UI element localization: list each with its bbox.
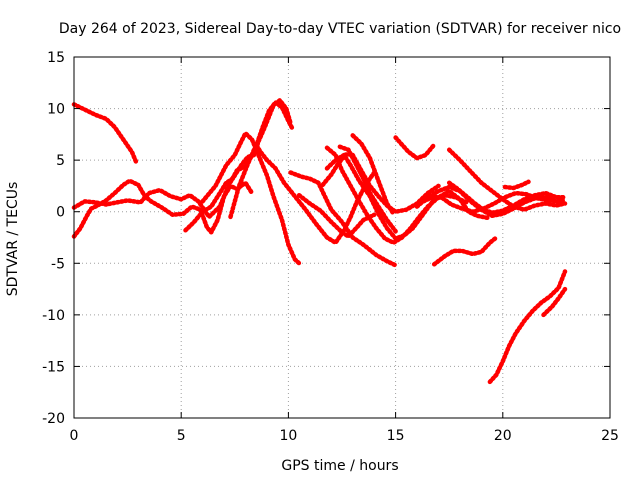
x-tick-label: 0	[70, 428, 79, 444]
x-tick-label: 10	[279, 428, 297, 444]
series-layer	[71, 98, 568, 385]
y-tick-label: -5	[51, 256, 65, 272]
data-series-track-19	[502, 179, 531, 191]
data-series-track-11	[324, 145, 491, 245]
data-series-track-4	[183, 98, 293, 233]
data-series-track-12	[350, 133, 396, 217]
data-series-track-17	[446, 180, 568, 215]
data-series-track-8	[296, 192, 377, 239]
x-tick-label: 25	[601, 428, 619, 444]
y-tick-label: -20	[42, 411, 65, 427]
data-series-track-16	[421, 190, 568, 214]
data-series-track-18	[446, 147, 568, 212]
y-tick-label: 0	[56, 205, 65, 221]
y-axis-label: SDTVAR / TECUs	[5, 182, 21, 297]
data-series-track-13	[337, 144, 398, 234]
y-tick-label: -15	[42, 359, 65, 375]
data-series-track-21	[487, 269, 568, 385]
data-series-track-6	[228, 142, 377, 245]
data-series-track-7	[288, 170, 398, 268]
x-tick-label: 5	[177, 428, 186, 444]
data-series-track-1	[71, 102, 139, 165]
x-tick-label: 20	[494, 428, 512, 444]
chart-title: Day 264 of 2023, Sidereal Day-to-day VTE…	[59, 21, 621, 37]
y-tick-label: -10	[42, 308, 65, 324]
data-series-track-14	[393, 135, 437, 161]
data-series-track-22	[541, 286, 568, 318]
data-series-track-20	[431, 235, 499, 267]
x-axis-label: GPS time / hours	[281, 458, 398, 474]
y-tick-label: 15	[47, 50, 65, 66]
y-tick-label: 10	[47, 102, 65, 118]
x-tick-label: 15	[387, 428, 405, 444]
axes: 0 5 10 15 20 25 -20 -15 -10 -5 0 5 10 15	[42, 50, 619, 444]
plot-frame	[73, 56, 611, 419]
y-tick-label: 5	[56, 153, 65, 169]
